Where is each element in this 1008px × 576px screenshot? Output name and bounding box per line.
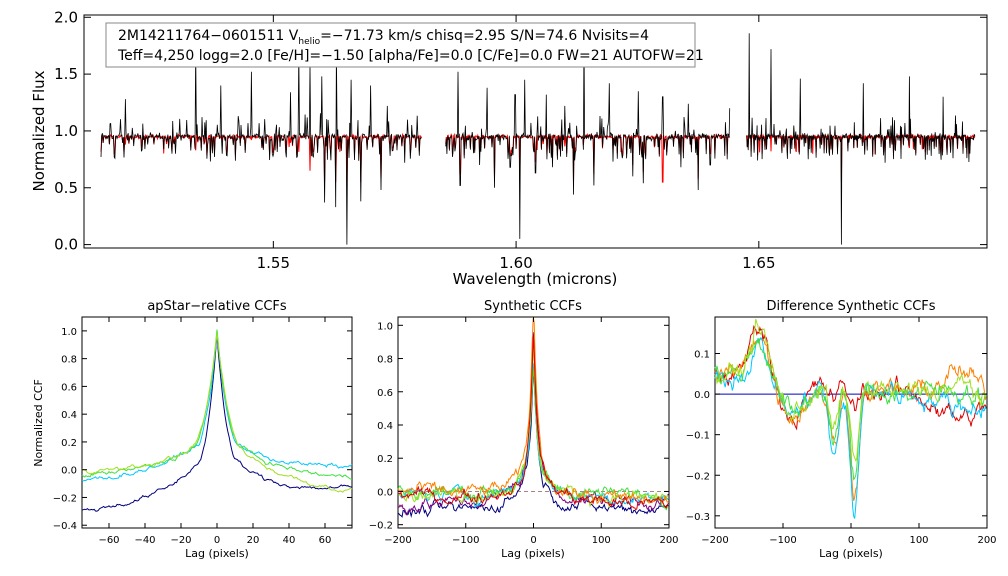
ccf-apstar-series-line [81,333,353,512]
observed-spectrum-line [100,49,422,245]
ccf-synthetic-axes: −200 −100 0 100 200 −0.2 0.0 0.2 0.4 0.6 0.8 1.0 [369,317,679,546]
y-tick-label: 0.4 [61,410,77,421]
ccf-difference-series-line [714,324,987,431]
x-tick-label: −40 [134,535,155,546]
ccf-difference-axes: −200 −100 0 100 200 −0.3 −0.2 −0.1 0.0 0.1 [686,317,997,546]
ccf-synthetic-series-line [397,336,669,511]
spectrum-ylabel: Normalized Flux [30,70,48,191]
x-tick-label: −100 [769,535,796,546]
ccf-difference-series-line [714,318,987,462]
x-tick-label: 0 [530,535,536,546]
y-tick-label: 0.5 [54,179,78,197]
x-tick-label: −200 [701,535,728,546]
spectrum-xlabel: Wavelength (microns) [453,270,618,288]
x-tick-label: −200 [384,535,411,546]
x-tick-label: 200 [977,535,996,546]
y-tick-label: 1.0 [61,327,77,338]
x-tick-label: 100 [592,535,611,546]
ccf-synthetic-xlabel: Lag (pixels) [501,547,565,560]
spectrum-axes: 1.55 1.60 1.65 0.0 0.5 1.0 1.5 2.0 [54,8,987,272]
y-tick-label: −0.2 [686,471,710,482]
y-tick-label: −0.2 [369,521,393,532]
observed-spectrum-line [746,33,976,245]
spectrum-lines [100,33,976,245]
x-tick-label: 60 [319,535,332,546]
y-tick-label: 0.0 [61,466,77,477]
ccf-difference-title: Difference Synthetic CCFs [766,299,935,314]
y-tick-label: 0.0 [694,390,710,401]
ccf-synthetic-title: Synthetic CCFs [484,299,582,314]
y-tick-label: 0.6 [377,388,393,399]
x-tick-label: 0 [214,535,220,546]
ccf-panel-synthetic: −200 −100 0 100 200 −0.2 0.0 0.2 0.4 0.6 0.8 1.0 Sy… [369,299,679,560]
y-tick-label: −0.2 [53,493,77,504]
annotation-line-1: 2M14211764−0601511 Vhelio=−71.73 km/s ch… [118,28,649,47]
y-tick-label: 0.0 [377,487,393,498]
observed-spectrum-line [445,33,731,239]
y-tick-label: 1.0 [377,321,393,332]
vhelio-subscript: helio [298,37,320,47]
y-tick-label: 0.0 [54,236,78,254]
y-tick-label: −0.1 [686,431,710,442]
ccf-apstar-axes: −60 −40 −20 0 20 40 60 −0.4 −0.2 0.0 0.2 0.4 0.6 0.8 1… [53,317,352,546]
star-id: 2M14211764−0601511 V [118,28,299,44]
ccf-difference-series-line [714,337,987,481]
ccf-apstar-lines [81,329,353,512]
ccf-apstar-series-line [81,331,353,482]
ccf-synthetic-series-line [397,332,669,516]
y-tick-label: −0.4 [53,521,77,532]
y-tick-label: 0.6 [61,382,77,393]
spectrum-frame [83,14,988,249]
ccf-apstar-title: apStar−relative CCFs [147,299,287,314]
x-tick-label: 1.55 [257,254,290,272]
ccf-panel-apstar: −60 −40 −20 0 20 40 60 −0.4 −0.2 0.0 0.2 0.4 0.6 0.8 1… [32,299,353,560]
x-tick-label: 40 [283,535,296,546]
spectrum-panel: 1.55 1.60 1.65 0.0 0.5 1.0 1.5 2.0 2M14211764−0… [30,8,988,288]
ccf-apstar-ylabel: Normalized CCF [32,379,45,467]
annotation-box [105,22,696,68]
ccf-panel-difference: −200 −100 0 100 200 −0.3 −0.2 −0.1 0.0 0.1 Differ… [686,299,997,560]
y-tick-label: 0.2 [377,454,393,465]
x-tick-label: 1.60 [499,254,532,272]
ccf-apstar-xlabel: Lag (pixels) [185,547,249,560]
ccf-frame-difference [714,316,988,529]
ccf-frame-apstar [81,316,353,529]
y-tick-label: 0.4 [377,421,393,432]
star-params: =−71.73 km/s chisq=2.95 S/N=74.6 Nvisits… [320,28,649,44]
x-tick-label: 100 [909,535,928,546]
y-tick-label: 0.8 [61,355,77,366]
y-tick-label: 1.0 [54,122,78,140]
ccf-difference-series-line [714,336,987,519]
x-tick-label: −20 [170,535,191,546]
model-spectrum-line [445,132,730,183]
annotation-line-2: Teff=4,250 logg=2.0 [Fe/H]=−1.50 [alpha/… [117,48,704,64]
x-tick-label: −100 [452,535,479,546]
ccf-apstar-series-line [81,333,353,493]
ccf-synthetic-lines [397,316,669,518]
x-tick-label: 1.65 [742,254,775,272]
ccf-difference-xlabel: Lag (pixels) [819,547,883,560]
y-tick-label: 0.8 [377,355,393,366]
y-tick-label: −0.3 [686,512,710,523]
y-tick-label: 0.1 [694,350,710,361]
x-tick-label: 0 [848,535,854,546]
y-tick-label: 1.5 [54,65,78,83]
x-tick-label: 200 [659,535,678,546]
x-tick-label: −60 [98,535,119,546]
y-tick-label: 0.2 [61,438,77,449]
ccf-difference-lines [714,318,987,519]
ccf-apstar-series-line [81,329,352,480]
y-tick-label: 2.0 [54,8,78,26]
x-tick-label: 20 [247,535,260,546]
